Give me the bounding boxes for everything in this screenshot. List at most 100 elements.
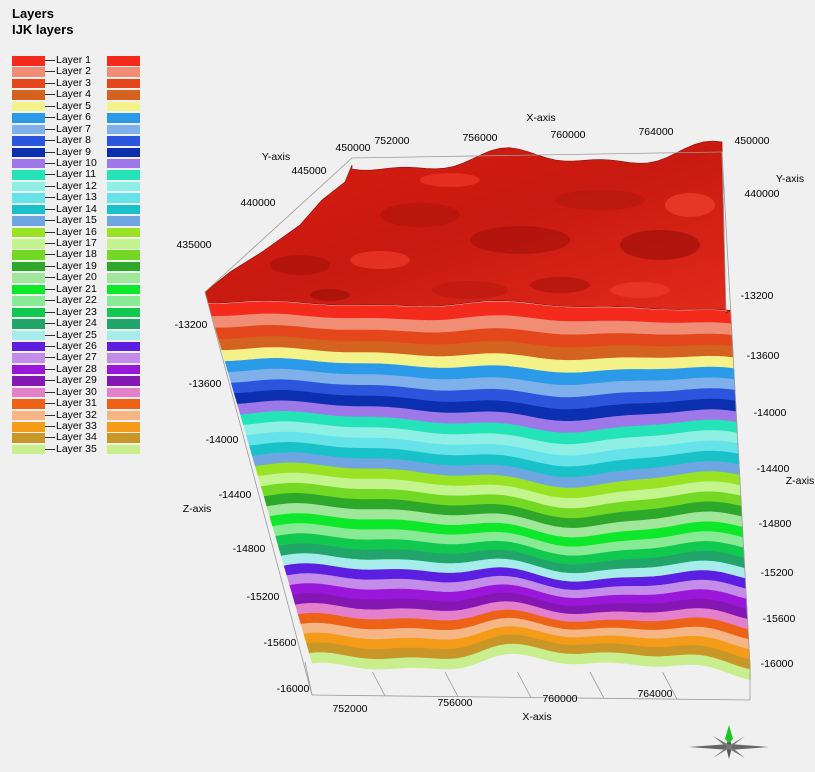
legend-swatch — [12, 399, 45, 409]
legend-connector — [45, 162, 55, 164]
grid-line — [372, 671, 386, 697]
relief-shade — [380, 203, 460, 227]
legend-item: Layer 18 — [12, 248, 147, 260]
legend-swatch — [107, 90, 140, 100]
x-axis-title-bottom: X-axis — [522, 711, 551, 723]
legend-swatch — [107, 101, 140, 112]
relief-shade — [310, 289, 350, 301]
relief-shade — [555, 190, 645, 210]
legend-swatch — [12, 67, 45, 77]
z-tick-right: -13200 — [741, 290, 774, 302]
top-surface-layer-1 — [204, 140, 732, 314]
x-tick-top: 756000 — [462, 132, 497, 144]
legend-connector — [45, 60, 55, 61]
z-tick-right: -14800 — [759, 518, 792, 530]
legend-connector — [45, 208, 55, 210]
legend-label: Layer 35 — [56, 442, 97, 455]
legend-swatch — [12, 284, 45, 295]
legend-connector — [45, 368, 55, 370]
z-tick-left: -14800 — [233, 543, 266, 555]
y-axis-title-left: Y-axis — [262, 151, 290, 163]
legend-item: Layer 8 — [12, 134, 147, 146]
legend-swatch — [107, 341, 140, 352]
title-ijk-layers: IJK layers — [12, 22, 74, 37]
legend-swatch — [107, 67, 140, 77]
legend-item: Layer 15 — [12, 214, 147, 226]
legend-item: Layer 4 — [12, 88, 147, 100]
legend-swatch — [12, 124, 45, 135]
legend-connector — [45, 140, 55, 142]
legend-swatch — [107, 136, 140, 146]
legend-item: Layer 9 — [12, 146, 147, 158]
legend-connector — [45, 300, 55, 302]
box-edge — [204, 157, 353, 293]
legend-label: Layer 24 — [56, 317, 97, 330]
legend-swatch — [107, 273, 140, 283]
legend-swatch — [12, 376, 45, 386]
legend-swatch — [12, 56, 45, 66]
legend-item: Layer 28 — [12, 363, 147, 375]
legend-swatch — [107, 261, 140, 272]
legend-item: Layer 11 — [12, 168, 147, 181]
relief-shade — [432, 281, 508, 299]
grid-line — [517, 671, 532, 698]
legend-connector — [45, 448, 55, 450]
x-tick-top: 752000 — [374, 135, 409, 147]
legend-swatch — [12, 181, 45, 192]
legend-swatch — [12, 136, 45, 146]
legend-label: Layer 30 — [56, 385, 97, 398]
legend-label: Layer 31 — [56, 397, 97, 410]
legend-connector — [45, 403, 55, 405]
legend-swatch — [107, 410, 140, 421]
panel-title: Layers IJK layers — [12, 6, 73, 38]
legend-label: Layer 27 — [56, 351, 97, 364]
legend-swatch — [107, 204, 140, 215]
legend-swatch — [12, 227, 45, 238]
legend-swatch — [107, 250, 140, 260]
legend-item: Layer 1 — [12, 54, 147, 66]
y-axis-title-right: Y-axis — [776, 173, 804, 185]
x-axis-title-top: X-axis — [526, 112, 555, 124]
layer-side-bands — [208, 301, 752, 681]
legend-label: Layer 19 — [56, 259, 97, 272]
relief-shade — [610, 282, 670, 298]
legend-swatch — [107, 239, 140, 249]
legend-connector — [45, 311, 55, 313]
legend-connector — [45, 71, 55, 73]
y-tick-left: 440000 — [240, 197, 275, 209]
z-tick-left: -13600 — [189, 378, 222, 390]
legend-item: Layer 5 — [12, 99, 147, 112]
legend-swatch — [12, 158, 45, 169]
legend-label: Layer 11 — [56, 168, 97, 181]
legend-connector — [45, 82, 55, 84]
legend-connector — [45, 414, 55, 416]
legend-item: Layer 2 — [12, 65, 147, 77]
legend-item: Layer 29 — [12, 374, 147, 386]
legend-label: Layer 5 — [56, 99, 92, 112]
legend-swatch — [107, 56, 140, 66]
legend-connector — [45, 277, 55, 279]
legend-label: Layer 33 — [56, 420, 97, 432]
z-tick-right: -14000 — [754, 407, 787, 419]
legend-connector — [45, 197, 55, 199]
legend-swatch — [107, 399, 140, 409]
legend-item: Layer 12 — [12, 180, 147, 192]
relief-shade — [270, 255, 330, 275]
legend-item: Layer 25 — [12, 329, 147, 341]
relief-shade — [350, 251, 410, 269]
legend-swatch — [107, 444, 140, 455]
legend-swatch — [12, 330, 45, 340]
legend-item: Layer 20 — [12, 271, 147, 283]
x-tick-bottom: 764000 — [637, 688, 672, 700]
top-surface-relief — [270, 173, 715, 301]
legend-item: Layer 23 — [12, 306, 147, 318]
legend-swatch — [12, 204, 45, 215]
legend-swatch — [107, 422, 140, 432]
legend-connector — [45, 94, 55, 96]
legend-swatch — [12, 193, 45, 203]
legend-swatch — [107, 193, 140, 203]
z-tick-right: -15200 — [761, 567, 794, 579]
relief-shade — [530, 277, 590, 293]
y-tick-left: 435000 — [176, 239, 211, 251]
